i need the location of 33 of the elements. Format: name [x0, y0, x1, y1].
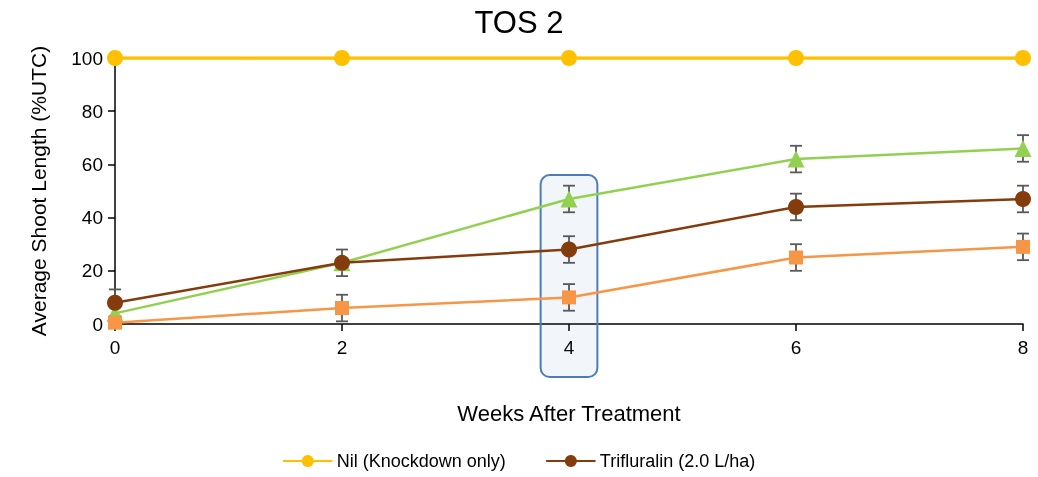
point	[789, 250, 803, 265]
legend-label: Nil (Knockdown only)	[336, 451, 506, 471]
point	[107, 294, 123, 311]
y-tick-label: 80	[81, 100, 103, 122]
y-tick-label: 40	[81, 207, 103, 229]
point	[561, 241, 577, 258]
point	[562, 290, 576, 305]
point	[1015, 50, 1031, 66]
point	[1016, 239, 1030, 254]
point	[334, 50, 350, 66]
x-tick-label: 8	[1017, 337, 1029, 358]
point	[107, 50, 123, 66]
x-axis-title: Weeks After Treatment	[457, 400, 681, 426]
point	[788, 198, 804, 215]
y-tick-label: 20	[81, 260, 103, 282]
x-tick-label: 2	[336, 337, 348, 358]
point	[1014, 139, 1032, 157]
x-tick-label: 4	[563, 337, 575, 358]
point	[108, 315, 122, 330]
point	[1015, 190, 1031, 207]
x-tick-label: 6	[790, 337, 802, 358]
y-tick-label: 100	[71, 47, 103, 69]
chart-title: TOS 2	[474, 5, 564, 40]
point	[788, 50, 804, 66]
y-axis-title: Average Shoot Length (%UTC)	[27, 45, 50, 337]
point	[561, 50, 577, 66]
point	[560, 190, 578, 208]
legend-label: Trifluralin (2.0 L/ha)	[599, 451, 756, 471]
x-tick-label: 0	[109, 337, 121, 358]
point	[335, 301, 349, 316]
point	[787, 150, 805, 168]
y-tick-label: 60	[81, 153, 103, 175]
y-tick-label: 0	[92, 313, 103, 335]
